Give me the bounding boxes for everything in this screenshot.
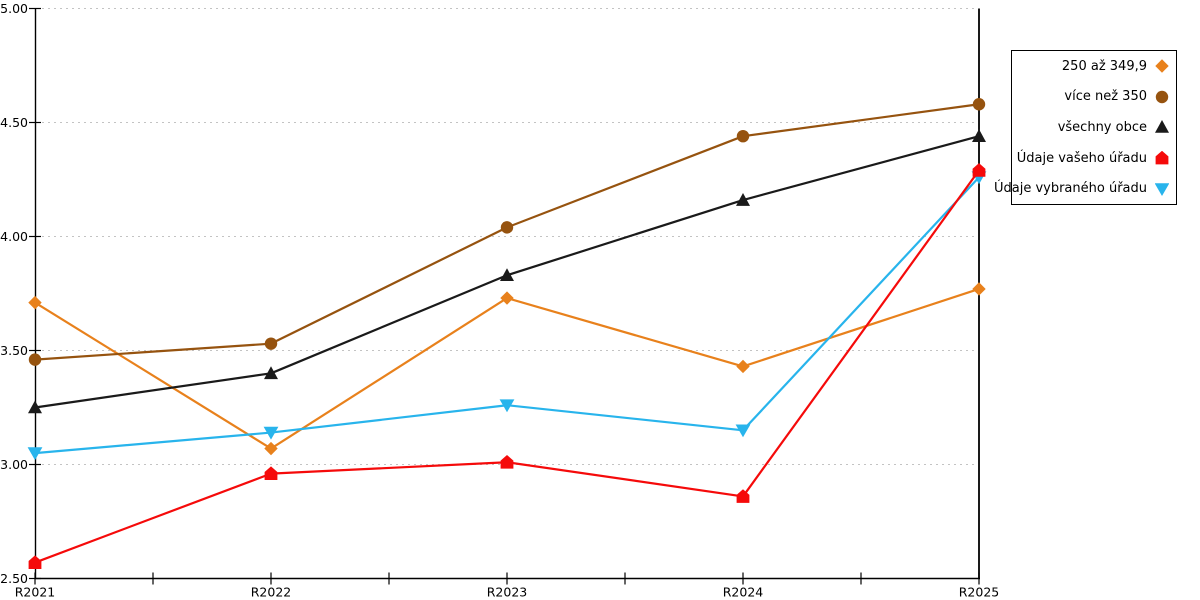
legend-item: 250 až 349,9 (1012, 51, 1176, 82)
x-tick-label: R2024 (723, 585, 764, 600)
data-point-marker (500, 455, 514, 469)
data-point-marker (972, 129, 986, 142)
data-point-marker (264, 337, 278, 350)
legend-label: více než 350 (1064, 89, 1147, 105)
data-point-marker (500, 221, 514, 234)
data-point-marker (28, 400, 42, 414)
data-point-marker (264, 441, 278, 456)
data-point-marker (972, 98, 986, 111)
chart-legend: 250 až 349,9 více než 350 všechny obce Ú… (994, 50, 1177, 205)
y-tick-label: 4.50 (0, 115, 28, 130)
data-point-marker (736, 489, 750, 503)
data-point-marker (263, 426, 279, 440)
data-point-marker (28, 295, 42, 310)
y-tick-label: 3.50 (0, 343, 28, 358)
x-tick-label: R2023 (487, 585, 528, 600)
data-point-marker (500, 268, 514, 282)
y-tick-label: 2.50 (0, 571, 28, 586)
data-point-marker (735, 424, 751, 438)
legend-label: Údaje vašeho úřadu (1016, 150, 1147, 166)
triangle-up-marker-icon (1155, 120, 1169, 134)
y-tick-label: 4.00 (0, 229, 28, 244)
legend-item: všechny obce (1012, 112, 1176, 143)
x-tick-label: R2025 (959, 585, 1000, 600)
data-point-marker (736, 359, 750, 374)
y-tick-label: 3.00 (0, 457, 28, 472)
data-point-marker (736, 129, 750, 143)
pentagon-marker-icon (1155, 151, 1169, 165)
y-tick-label: 5.00 (0, 1, 28, 16)
data-point-marker (264, 366, 278, 380)
data-point-marker (500, 291, 514, 305)
legend-label: Údaje vybraného úřadu (993, 181, 1147, 197)
data-point-marker (972, 163, 986, 177)
data-point-marker (736, 193, 750, 206)
x-tick-label: R2021 (15, 585, 56, 600)
legend-item: Údaje vybraného úřadu (994, 173, 1176, 204)
triangle-down-marker-icon (1155, 182, 1169, 196)
legend-label: 250 až 349,9 (1061, 58, 1147, 74)
data-point-marker (27, 447, 43, 461)
legend-item: Údaje vašeho úřadu (1012, 143, 1176, 174)
legend-label: všechny obce (1057, 119, 1147, 135)
data-point-marker (972, 282, 986, 296)
data-point-marker (28, 353, 42, 366)
x-tick-label: R2022 (251, 585, 292, 600)
diamond-marker-icon (1155, 59, 1169, 73)
series-line (34, 287, 980, 450)
data-point-marker (499, 399, 515, 413)
data-point-marker (264, 466, 278, 481)
data-point-marker (28, 555, 42, 569)
circle-marker-icon (1155, 90, 1169, 104)
legend-item: více než 350 (1012, 82, 1176, 113)
